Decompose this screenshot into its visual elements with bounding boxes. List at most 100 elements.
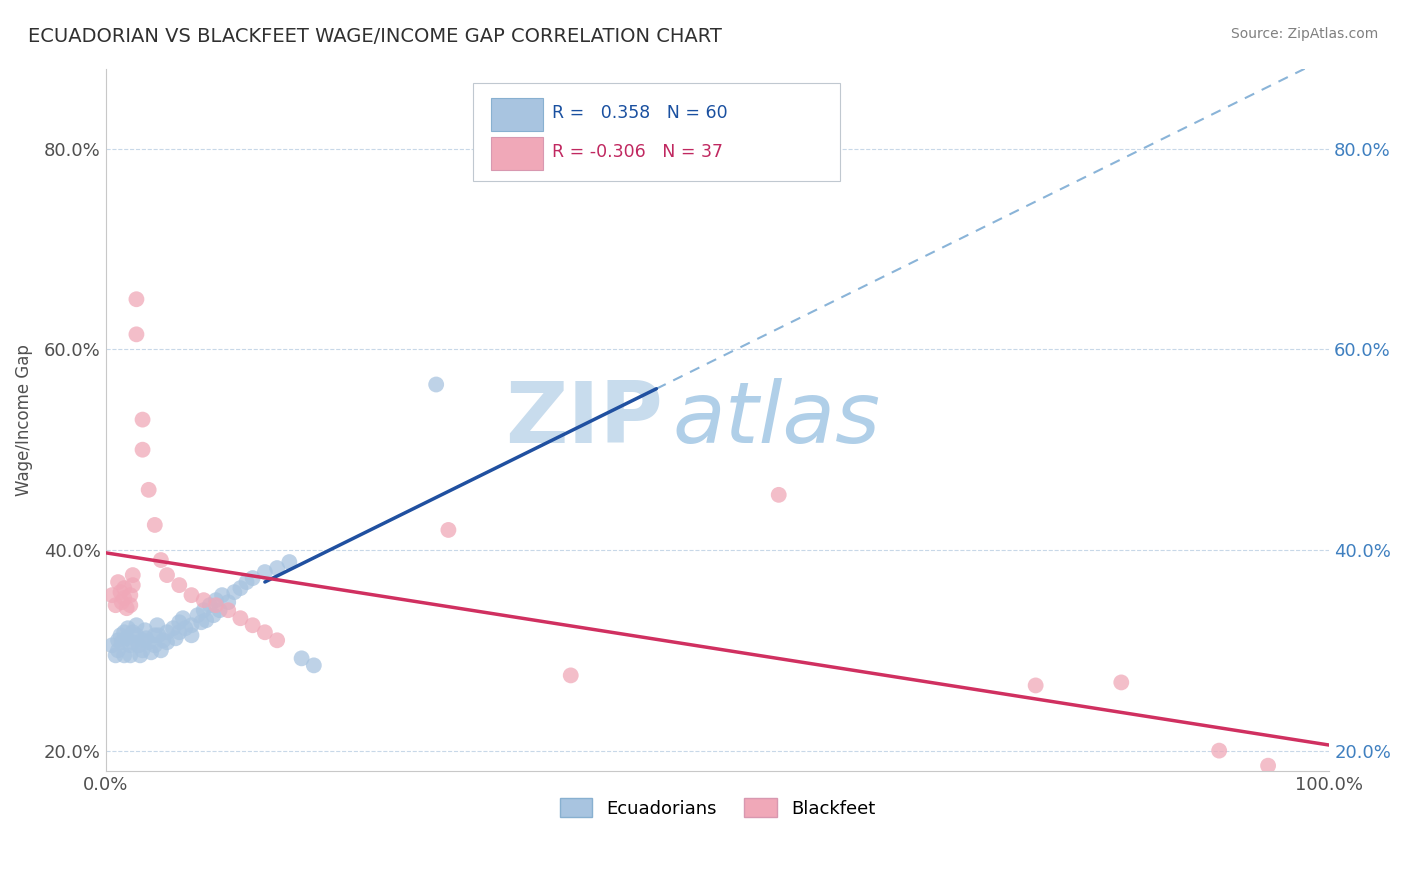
Point [111,595,134,609]
Point [149,643,172,657]
Point [121,635,143,649]
Point [156,625,179,640]
Point [107,643,129,657]
Point [139,645,162,659]
Point [180,618,202,632]
Point [148,628,170,642]
Point [101,638,124,652]
Point [768,488,790,502]
Point [128,638,150,652]
Point [167,625,190,640]
Point [120,598,142,612]
Point [208,603,231,617]
Point [112,591,135,606]
Point [266,633,288,648]
Point [242,618,264,632]
Point [180,628,202,642]
Point [104,598,127,612]
Point [156,568,179,582]
Point [125,618,148,632]
Point [146,618,169,632]
Point [1208,744,1230,758]
Point [121,578,143,592]
Point [107,633,129,648]
Point [121,568,143,582]
Point [149,553,172,567]
Point [156,635,179,649]
Point [112,581,135,595]
Text: R = -0.306   N = 37: R = -0.306 N = 37 [553,143,724,161]
Point [1109,675,1132,690]
Point [110,585,132,599]
FancyBboxPatch shape [472,83,839,181]
Point [224,585,246,599]
Point [104,648,127,663]
Point [193,603,215,617]
Point [1025,678,1047,692]
Point [180,588,202,602]
FancyBboxPatch shape [491,136,543,169]
Point [135,632,157,646]
Point [193,593,215,607]
Point [134,624,156,638]
Point [217,595,239,609]
Point [425,377,447,392]
Point [121,625,143,640]
Point [190,615,212,630]
Point [474,783,496,797]
Point [165,632,187,646]
Point [195,613,218,627]
Point [125,327,148,342]
Point [131,643,153,657]
Point [205,598,228,612]
Point [235,575,257,590]
Point [107,575,129,590]
Point [242,571,264,585]
Point [138,635,160,649]
Text: ECUADORIAN VS BLACKFEET WAGE/INCOME GAP CORRELATION CHART: ECUADORIAN VS BLACKFEET WAGE/INCOME GAP … [28,27,723,45]
Point [217,603,239,617]
Point [437,523,460,537]
Point [143,628,166,642]
Point [131,633,153,648]
Point [278,555,301,569]
Point [187,608,209,623]
Point [152,633,174,648]
Text: ZIP: ZIP [505,378,662,461]
Point [253,565,276,579]
Point [120,588,142,602]
Point [291,651,314,665]
Point [167,578,190,592]
Point [125,292,148,306]
Point [266,561,288,575]
Point [205,593,228,607]
Point [129,648,152,663]
Point [1257,758,1279,772]
Point [229,581,252,595]
Point [253,625,276,640]
Point [143,638,166,652]
Point [162,621,184,635]
Text: atlas: atlas [672,378,880,461]
Point [125,628,148,642]
Legend: Ecuadorians, Blackfeet: Ecuadorians, Blackfeet [553,791,883,825]
Point [143,517,166,532]
Y-axis label: Wage/Income Gap: Wage/Income Gap [15,343,32,496]
Point [115,632,138,646]
Text: Source: ZipAtlas.com: Source: ZipAtlas.com [1230,27,1378,41]
Point [120,638,142,652]
Point [167,615,190,630]
Point [560,668,582,682]
Point [120,648,142,663]
Point [131,442,153,457]
Point [112,648,135,663]
Point [115,601,138,615]
Point [202,608,225,623]
Point [229,611,252,625]
Point [302,658,325,673]
Text: R =   0.358   N = 60: R = 0.358 N = 60 [553,104,728,122]
Point [138,483,160,497]
Point [111,635,134,649]
FancyBboxPatch shape [491,98,543,131]
Point [101,588,124,602]
